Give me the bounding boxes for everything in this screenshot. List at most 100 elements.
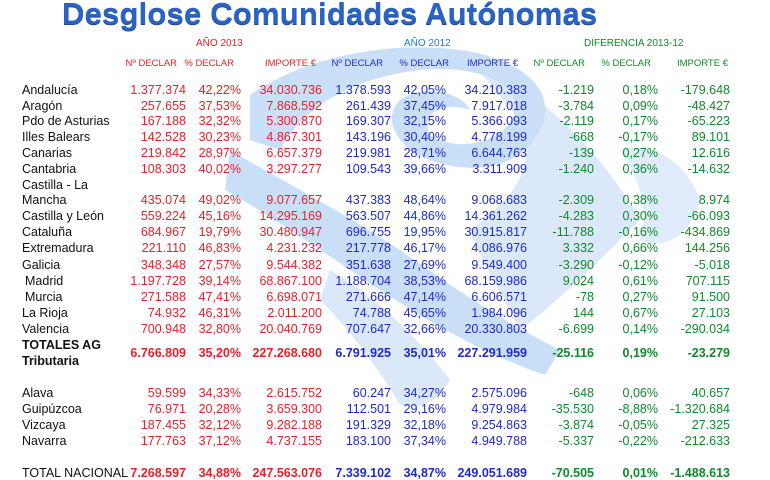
cell-importe-2012: 68.159.986 (464, 274, 527, 288)
row-label: Murcia (25, 290, 63, 304)
cell-importe-2013: 3.297.277 (266, 162, 322, 176)
cell-num-declar-2012: 437.383 (345, 193, 391, 207)
cell-num-declar-diff: -4.283 (558, 209, 594, 223)
row-label: Pdo de Asturias (22, 114, 110, 128)
cell-importe-2013: 34.030.736 (259, 83, 322, 97)
cell-num-declar-2012: 219.981 (345, 146, 391, 160)
cell-importe-2012: 4.979.984 (471, 402, 527, 416)
cell-num-declar-2012: 109.543 (345, 162, 391, 176)
cell-num-declar-diff: -70.505 (551, 466, 594, 480)
cell-num-declar-2013: 187.455 (140, 418, 186, 432)
cell-importe-2013: 5.300.870 (266, 114, 322, 128)
cell-pct-declar-diff: 0,36% (622, 162, 658, 176)
row-label: Illes Balears (22, 130, 91, 144)
cell-num-declar-2012: 351.638 (345, 258, 391, 272)
cell-pct-declar-2012: 37,34% (403, 434, 446, 448)
row-label: Vizcaya (22, 418, 66, 432)
cell-pct-declar-diff: 0,30% (622, 209, 658, 223)
cell-num-declar-2012: 112.501 (346, 402, 391, 416)
row-label: Cataluña (22, 225, 73, 239)
cell-importe-diff: -23.279 (687, 346, 730, 360)
cell-importe-2012: 7.917.018 (471, 99, 527, 113)
cell-num-declar-diff: -25.116 (552, 346, 594, 360)
cell-pct-declar-2012: 35,01% (403, 346, 446, 360)
cell-num-declar-diff: -3.290 (558, 258, 594, 272)
cell-num-declar-diff: -2.119 (559, 114, 594, 128)
cell-num-declar-diff: -1.219 (558, 83, 594, 97)
column-header-importe-2012: IMPORTE € (466, 58, 518, 69)
cell-pct-declar-diff: -0,22% (618, 434, 658, 448)
cell-importe-2012: 4.086.976 (471, 241, 527, 255)
cell-num-declar-2013: 59.599 (147, 386, 186, 400)
cell-importe-diff: -48.427 (687, 99, 730, 113)
cell-pct-declar-2012: 46,17% (403, 241, 446, 255)
cell-pct-declar-diff: 0,18% (622, 83, 658, 97)
row-label: Navarra (22, 434, 67, 448)
cell-importe-2013: 3.659.300 (266, 402, 322, 416)
cell-pct-declar-diff: 0,01% (622, 466, 658, 480)
cell-pct-declar-2013: 27,57% (198, 258, 241, 272)
cell-pct-declar-2012: 32,15% (403, 114, 446, 128)
cell-importe-diff: -212.633 (680, 434, 730, 448)
cell-num-declar-2012: 74.788 (352, 306, 391, 320)
cell-pct-declar-2013: 47,41% (198, 290, 241, 304)
cell-num-declar-2013: 348.348 (140, 258, 186, 272)
cell-pct-declar-2012: 38,53% (403, 274, 446, 288)
cell-pct-declar-2013: 45,16% (198, 209, 241, 223)
cell-importe-2013: 4.737.155 (266, 434, 322, 448)
cell-importe-diff: 89.101 (691, 130, 730, 144)
cell-num-declar-diff: -11.788 (552, 225, 594, 239)
cell-pct-declar-2013: 42,22% (198, 83, 241, 97)
cell-pct-declar-2013: 37,12% (198, 434, 241, 448)
cell-num-declar-diff: -6.699 (558, 322, 594, 336)
cell-num-declar-2013: 271.588 (140, 290, 186, 304)
row-label: TOTAL NACIONAL (22, 466, 129, 480)
column-header-importe-2013: IMPORTE € (264, 58, 316, 69)
cell-pct-declar-2012: 30,40% (403, 130, 446, 144)
row-label: Galicia (22, 258, 61, 272)
cell-importe-2012: 6.606.571 (471, 290, 527, 304)
cell-importe-2012: 5.366.093 (471, 114, 527, 128)
cell-importe-2012: 20.330.803 (464, 322, 527, 336)
cell-pct-declar-diff: 0,19% (622, 346, 658, 360)
cell-num-declar-diff: 3.332 (562, 241, 594, 255)
cell-importe-2013: 6.657.379 (266, 146, 322, 160)
cell-pct-declar-2012: 32,66% (403, 322, 446, 336)
row-label: Valencia (22, 322, 70, 336)
cell-pct-declar-diff: -0,16% (618, 225, 658, 239)
column-header-pct-declar-diff: % DECLAR (601, 58, 651, 69)
row-label: Extremadura (22, 241, 94, 255)
row-label: Madrid (25, 274, 64, 288)
cell-pct-declar-2013: 46,83% (198, 241, 241, 255)
cell-num-declar-2012: 60.247 (352, 386, 391, 400)
cell-importe-diff: -65.223 (687, 114, 730, 128)
cell-pct-declar-2012: 28,71% (403, 146, 446, 160)
cell-num-declar-2012: 6.791.925 (335, 346, 391, 360)
cell-num-declar-2013: 435.074 (140, 193, 186, 207)
cell-importe-diff: -1.320.684 (670, 402, 730, 416)
cell-pct-declar-diff: 0,67% (622, 306, 658, 320)
cell-num-declar-2013: 700.948 (140, 322, 186, 336)
cell-pct-declar-diff: 0,09% (622, 99, 658, 113)
cell-pct-declar-2012: 29,16% (403, 402, 446, 416)
cell-num-declar-diff: -3.784 (558, 99, 594, 113)
cell-num-declar-2013: 142.528 (140, 130, 186, 144)
cell-pct-declar-diff: 0,06% (622, 386, 658, 400)
cell-num-declar-2013: 1.197.728 (130, 274, 186, 288)
cell-importe-2012: 30.915.817 (464, 225, 527, 239)
cell-pct-declar-diff: 0,17% (622, 114, 658, 128)
cell-pct-declar-diff: -0,17% (618, 130, 658, 144)
cell-importe-2012: 1.984.096 (471, 306, 527, 320)
row-label-line2: Mancha (22, 193, 67, 207)
cell-num-declar-diff: 144 (573, 306, 594, 320)
cell-pct-declar-2013: 32,80% (198, 322, 241, 336)
cell-num-declar-2013: 559.224 (140, 209, 186, 223)
cell-num-declar-2013: 7.268.597 (130, 466, 186, 480)
cell-num-declar-diff: -139 (568, 146, 594, 160)
cell-num-declar-diff: -648 (568, 386, 594, 400)
cell-pct-declar-2012: 44,86% (403, 209, 446, 223)
cell-importe-2013: 9.077.657 (266, 193, 322, 207)
cell-num-declar-2013: 74.932 (147, 306, 186, 320)
column-header-num-declar-2012: Nº DECLAR (331, 58, 383, 69)
cell-pct-declar-diff: 0,14% (622, 322, 658, 336)
